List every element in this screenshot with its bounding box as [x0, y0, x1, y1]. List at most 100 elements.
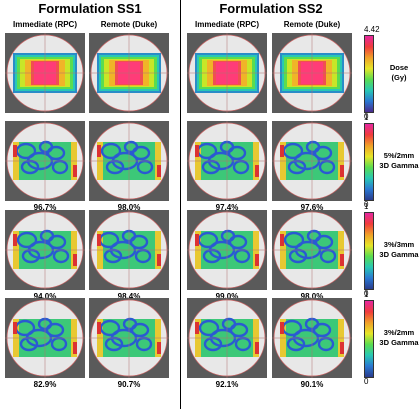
gamma-fail-spot — [340, 165, 344, 177]
gamma-contour — [312, 322, 332, 338]
colorbar-min-label: 0 — [364, 200, 369, 209]
gamma-contour — [100, 142, 122, 160]
gamma-contour — [283, 231, 305, 249]
gamma-fail-spot — [97, 145, 101, 157]
gamma-fail-spot — [255, 342, 259, 354]
colorbar-min-label: 0 — [364, 112, 369, 121]
gamma-contour — [227, 145, 247, 161]
gamma-fail-spot — [340, 254, 344, 266]
gamma-contour — [122, 317, 138, 331]
gamma-map-panel — [5, 121, 85, 201]
gamma-pass-rate: 98.0% — [300, 292, 324, 301]
gamma-map-panel — [89, 298, 169, 378]
gamma-pass-rate: 90.7% — [117, 380, 141, 389]
gamma-pass-rate: 82.9% — [33, 380, 57, 389]
title-ss1: Formulation SS1 — [38, 1, 142, 16]
colorbar-title: 5%/2mm 3D Gamma — [378, 151, 420, 171]
gamma-fail-spot — [340, 342, 344, 354]
colorbar-title-line1: 3%/2mm — [383, 328, 415, 337]
gamma-fail-spot — [255, 165, 259, 177]
colorbar — [364, 212, 374, 290]
gamma-pass-rate: 94.0% — [33, 292, 57, 301]
gamma-pass-rate: 90.1% — [300, 380, 324, 389]
colorbar-title: 3%/2mm 3D Gamma — [378, 328, 420, 348]
gamma-map-panel — [187, 210, 267, 290]
gamma-contour — [129, 234, 149, 250]
gamma-contour — [16, 231, 38, 249]
gamma-fail-spot — [73, 165, 77, 177]
colorbar-title-line1: 5%/2mm — [383, 151, 415, 160]
dose-map-panel — [187, 33, 267, 113]
colorbar — [364, 123, 374, 201]
gamma-map-panel — [5, 298, 85, 378]
gamma-fail-spot — [13, 322, 17, 334]
gamma-contour — [39, 229, 55, 243]
gamma-map-panel — [5, 210, 85, 290]
gamma-map-panel — [187, 298, 267, 378]
gamma-map-panel — [272, 298, 352, 378]
colorbar-title-line2: (Gy) — [391, 73, 407, 82]
gamma-fail-spot — [195, 145, 199, 157]
gamma-fail-spot — [97, 322, 101, 334]
colorbar-title-line1: 3%/3mm — [383, 240, 415, 249]
gamma-contour — [220, 229, 236, 243]
gamma-contour — [305, 140, 321, 154]
gamma-pass-rate: 92.1% — [215, 380, 239, 389]
colorbar-title-line1: Dose — [389, 63, 409, 72]
colorbar-min-label: 0 — [364, 289, 369, 298]
colorbar-max-label: 1 — [364, 202, 369, 211]
gamma-fail-spot — [157, 254, 161, 266]
colorbar-title: 3%/3mm 3D Gamma — [378, 240, 420, 260]
gamma-fail-spot — [157, 165, 161, 177]
gamma-fail-spot — [73, 254, 77, 266]
gamma-map-panel — [272, 121, 352, 201]
gamma-pass-rate: 97.6% — [300, 203, 324, 212]
gamma-fail-spot — [157, 342, 161, 354]
gamma-contour — [314, 234, 334, 250]
gamma-fail-spot — [280, 234, 284, 246]
gamma-contour — [38, 140, 54, 154]
center-divider — [180, 0, 181, 409]
col-header-ss2-immediate: Immediate (RPC) — [194, 20, 259, 29]
gamma-contour — [46, 145, 66, 161]
colorbar-title-line2: 3D Gamma — [379, 161, 419, 170]
colorbar-max-label: 1 — [364, 290, 369, 299]
title-ss2: Formulation SS2 — [219, 1, 323, 16]
gamma-map-panel — [187, 121, 267, 201]
colorbar-max-label: 1 — [364, 113, 369, 122]
gamma-contour — [47, 234, 67, 250]
gamma-contour — [45, 322, 65, 338]
gamma-map-panel — [89, 210, 169, 290]
gamma-contour — [228, 234, 248, 250]
dose-map-panel — [5, 33, 85, 113]
colorbar — [364, 300, 374, 378]
gamma-contour — [221, 317, 237, 331]
gamma-map-panel — [89, 121, 169, 201]
gamma-fail-spot — [195, 234, 199, 246]
gamma-fail-spot — [280, 322, 284, 334]
col-header-ss1-remote: Remote (Duke) — [100, 20, 158, 29]
col-header-ss2-remote: Remote (Duke) — [283, 20, 341, 29]
colorbar-max-label: 4.42 — [364, 25, 380, 34]
gamma-contour — [131, 145, 151, 161]
colorbar-title: Dose (Gy) — [378, 63, 420, 83]
gamma-contour — [123, 140, 139, 154]
gamma-fail-spot — [73, 342, 77, 354]
colorbar-title-line2: 3D Gamma — [379, 338, 419, 347]
gamma-contour — [198, 319, 220, 337]
gamma-fail-spot — [13, 234, 17, 246]
gamma-pass-rate: 98.4% — [117, 292, 141, 301]
gamma-contour — [130, 322, 150, 338]
gamma-map-panel — [272, 210, 352, 290]
gamma-fail-spot — [255, 254, 259, 266]
gamma-pass-rate: 98.0% — [117, 203, 141, 212]
gamma-pass-rate: 99.0% — [215, 292, 239, 301]
gamma-fail-spot — [13, 145, 17, 157]
dose-map-panel — [272, 33, 352, 113]
gamma-fail-spot — [280, 145, 284, 157]
gamma-contour — [306, 229, 322, 243]
colorbar — [364, 35, 374, 113]
dose-map-panel — [89, 33, 169, 113]
gamma-pass-rate: 97.4% — [215, 203, 239, 212]
colorbar-title-line2: 3D Gamma — [379, 250, 419, 259]
